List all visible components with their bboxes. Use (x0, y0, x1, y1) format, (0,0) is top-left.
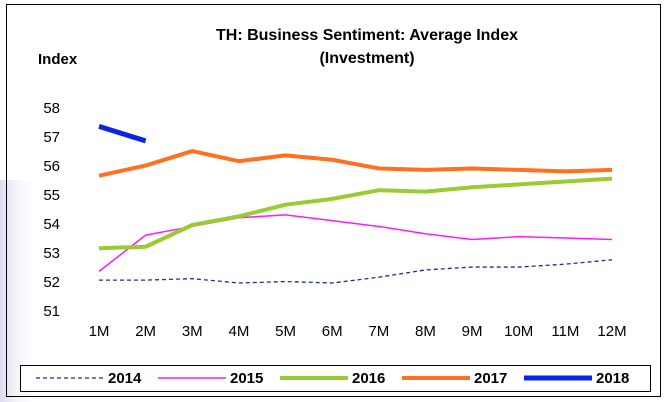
legend-label: 2017 (474, 370, 507, 387)
line-series (98, 214, 613, 272)
x-tick-label: 12M (597, 323, 626, 340)
x-tick-label: 5M (275, 323, 296, 340)
y-tick-label: 54 (43, 216, 60, 233)
frame (6, 4, 661, 397)
x-tick-label: 10M (504, 323, 533, 340)
line-series (98, 176, 613, 251)
x-tick-label: 8M (415, 323, 436, 340)
legend-label: 2018 (596, 370, 629, 387)
y-tick-label: 52 (43, 274, 60, 291)
x-tick-label: 6M (322, 323, 343, 340)
y-tick-label: 53 (43, 245, 60, 262)
chart-subtitle: (Investment) (319, 50, 414, 67)
y-tick-label: 51 (43, 303, 60, 320)
legend-label: 2015 (230, 370, 263, 387)
y-axis-label: Index (38, 51, 78, 68)
chart-title: TH: Business Sentiment: Average Index (216, 27, 518, 44)
x-tick-label: 7M (368, 323, 389, 340)
x-tick-label: 11M (551, 323, 579, 340)
y-tick-label: 55 (43, 187, 60, 204)
x-tick-label: 9M (462, 323, 483, 340)
x-tick-label: 2M (135, 323, 156, 340)
y-tick-label: 57 (43, 129, 60, 146)
y-tick-label: 56 (43, 158, 60, 175)
legend-label: 2014 (108, 370, 142, 387)
line-series (98, 149, 613, 178)
x-tick-label: 3M (182, 323, 203, 340)
legend-label: 2016 (352, 370, 385, 387)
line-series (99, 259, 613, 284)
y-tick-label: 58 (43, 100, 60, 117)
x-tick-label: 4M (228, 323, 249, 340)
line-series (98, 124, 147, 144)
x-tick-label: 1M (89, 323, 110, 340)
